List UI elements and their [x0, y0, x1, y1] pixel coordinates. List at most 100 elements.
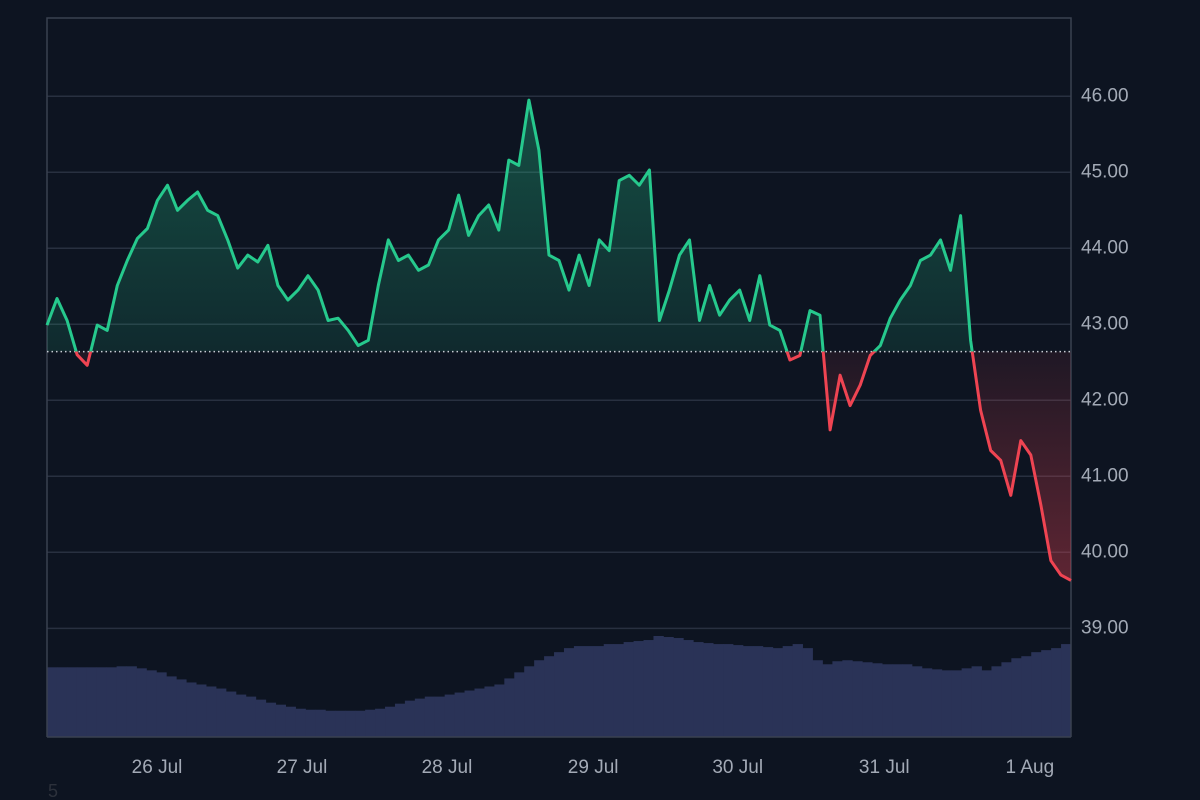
volume-bar	[474, 688, 485, 737]
volume-bar	[106, 667, 117, 737]
volume-bar	[116, 666, 127, 737]
volume-bar	[544, 656, 555, 737]
y-tick-label: 39.00	[1081, 617, 1129, 638]
volume-bar	[583, 646, 595, 737]
volume-bar	[216, 688, 227, 737]
x-tick-label: 26 Jul	[132, 757, 183, 778]
volume-bar	[76, 667, 88, 737]
volume-bar	[911, 666, 923, 737]
volume-bar	[414, 698, 426, 737]
y-tick-label: 42.00	[1081, 389, 1129, 410]
volume-bar	[901, 664, 913, 737]
volume-bar	[454, 692, 465, 737]
volume-bar	[295, 708, 306, 737]
volume-bar	[325, 710, 336, 737]
x-tick-label: 1 Aug	[1006, 757, 1055, 778]
volume-bar	[603, 644, 615, 737]
volume-bar	[1001, 662, 1012, 737]
volume-bar	[941, 670, 953, 737]
volume-bar	[842, 660, 853, 737]
volume-bar	[732, 645, 744, 737]
volume-bar	[365, 709, 376, 737]
volume-bar	[136, 668, 147, 737]
volume-bar	[235, 694, 247, 737]
price-line	[45, 98, 1072, 582]
volume-bar	[762, 647, 774, 737]
y-tick-label: 45.00	[1081, 161, 1129, 182]
volume-bar	[981, 670, 992, 737]
x-tick-label: 27 Jul	[277, 757, 328, 778]
volume-bar	[275, 704, 287, 737]
volume-bar	[504, 678, 515, 737]
volume-bar	[613, 644, 625, 737]
y-tick-label: 40.00	[1081, 541, 1129, 562]
volume-bar	[1051, 648, 1062, 737]
volume-bar	[921, 668, 933, 737]
volume-bar	[315, 709, 326, 737]
volume-bar	[494, 684, 505, 737]
volume-bar	[206, 686, 217, 737]
x-tick-label: 31 Jul	[859, 757, 910, 778]
volume-bar	[186, 682, 197, 737]
volume-bar	[713, 644, 724, 737]
volume-bar	[554, 652, 565, 737]
volume-bar	[524, 666, 535, 737]
volume-bar	[176, 679, 187, 737]
volume-bar	[802, 648, 813, 737]
x-tick-label: 29 Jul	[568, 757, 619, 778]
volume-bar	[971, 666, 982, 737]
y-tick-label: 41.00	[1081, 465, 1129, 486]
volume-bar	[126, 666, 137, 737]
volume-bar	[882, 664, 893, 737]
volume-bar	[1041, 650, 1052, 737]
volume-bar	[812, 660, 823, 737]
volume-bar	[444, 694, 456, 737]
volume-bar	[663, 637, 674, 737]
volume-bar	[573, 646, 585, 737]
volume-bar	[752, 646, 764, 737]
volume-bar	[723, 644, 734, 737]
volume-bar	[1061, 644, 1072, 737]
volume-bar	[285, 706, 296, 737]
volume-bar	[514, 672, 525, 737]
y-tick-label: 43.00	[1081, 313, 1129, 334]
volume-bar	[951, 670, 963, 737]
volume-bar	[593, 646, 605, 737]
volume-bar	[265, 702, 277, 737]
volume-bar	[534, 660, 545, 737]
volume-bar	[852, 661, 863, 737]
volume-bar	[375, 708, 386, 737]
volume-bar	[434, 696, 446, 737]
volume-bar	[832, 661, 843, 737]
volume-bar	[693, 642, 704, 737]
volume-bar	[991, 666, 1002, 737]
volume-bar	[146, 670, 157, 737]
volume-bar	[772, 648, 784, 737]
volume-bar	[56, 667, 68, 737]
volume-bar	[703, 643, 714, 737]
volume-bar	[166, 676, 177, 737]
volume-bar	[623, 642, 634, 737]
x-tick-label: 30 Jul	[712, 757, 763, 778]
volume-bar	[404, 700, 416, 737]
volume-bar	[345, 710, 356, 737]
volume-bar	[643, 640, 654, 737]
volume-bar	[86, 667, 98, 737]
volume-bar	[683, 640, 694, 737]
volume-bar	[653, 636, 664, 737]
volume-bar	[245, 696, 257, 737]
volume-bar	[484, 686, 495, 737]
volume-bar	[782, 646, 794, 737]
volume-bar	[563, 648, 575, 737]
volume-bar	[464, 690, 475, 737]
volume-bar	[424, 696, 436, 737]
volume-bar	[892, 664, 903, 737]
volume-bar	[96, 667, 108, 737]
volume-bar	[673, 638, 684, 737]
volume-bar	[931, 669, 943, 737]
volume-bar	[305, 709, 316, 737]
price-area	[47, 100, 1071, 581]
footnote: 5	[48, 781, 58, 800]
